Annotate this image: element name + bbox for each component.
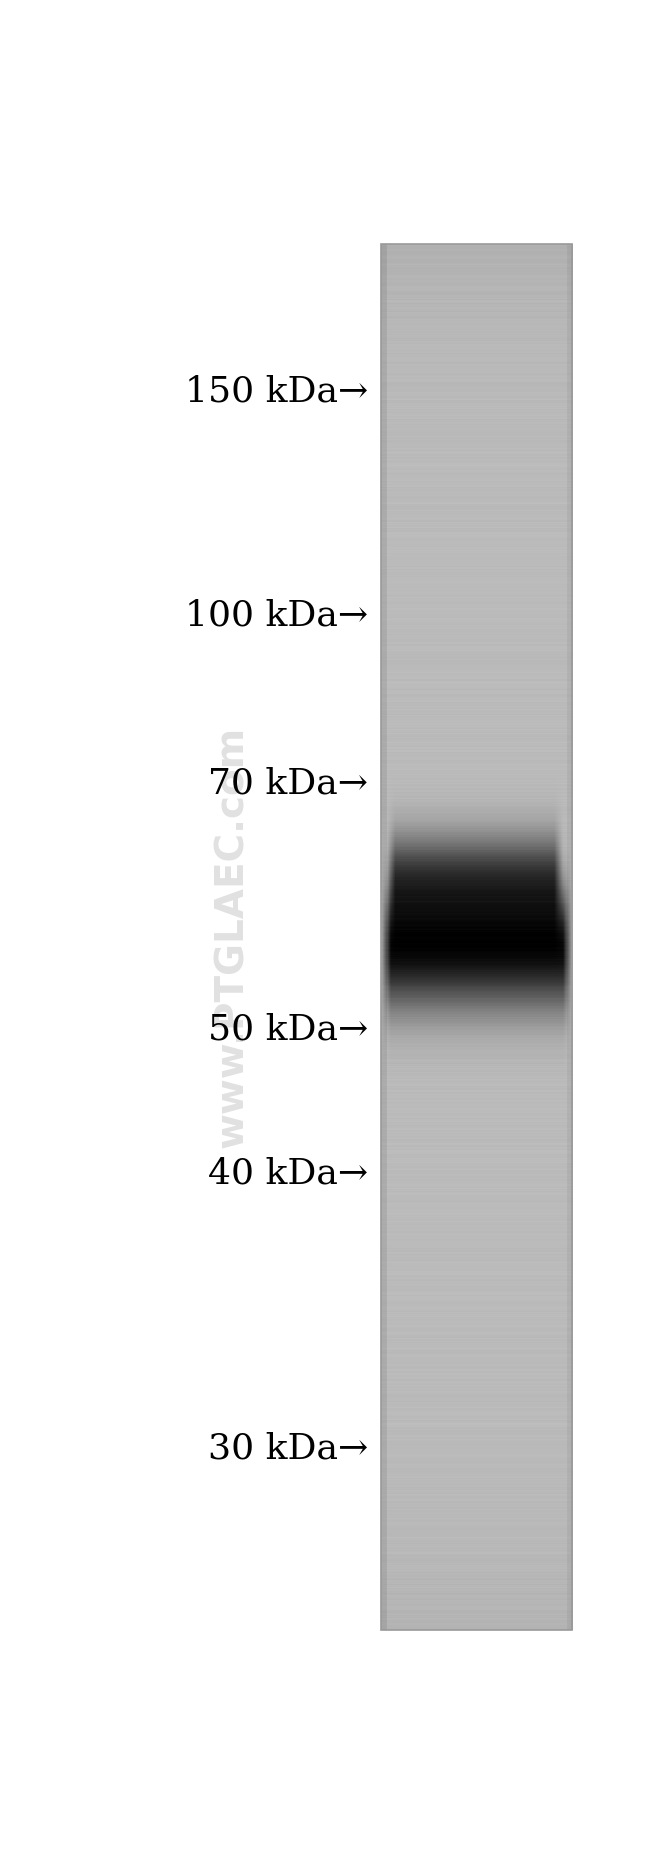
Text: 50 kDa→: 50 kDa→ <box>208 1013 369 1046</box>
Text: 150 kDa→: 150 kDa→ <box>185 375 369 408</box>
Text: 70 kDa→: 70 kDa→ <box>209 766 369 801</box>
Text: 30 kDa→: 30 kDa→ <box>208 1430 369 1465</box>
Text: www.PTGLAEC.com: www.PTGLAEC.com <box>213 725 252 1148</box>
Text: 100 kDa→: 100 kDa→ <box>185 599 369 633</box>
Text: 40 kDa→: 40 kDa→ <box>208 1158 369 1191</box>
Bar <box>381 245 573 1629</box>
